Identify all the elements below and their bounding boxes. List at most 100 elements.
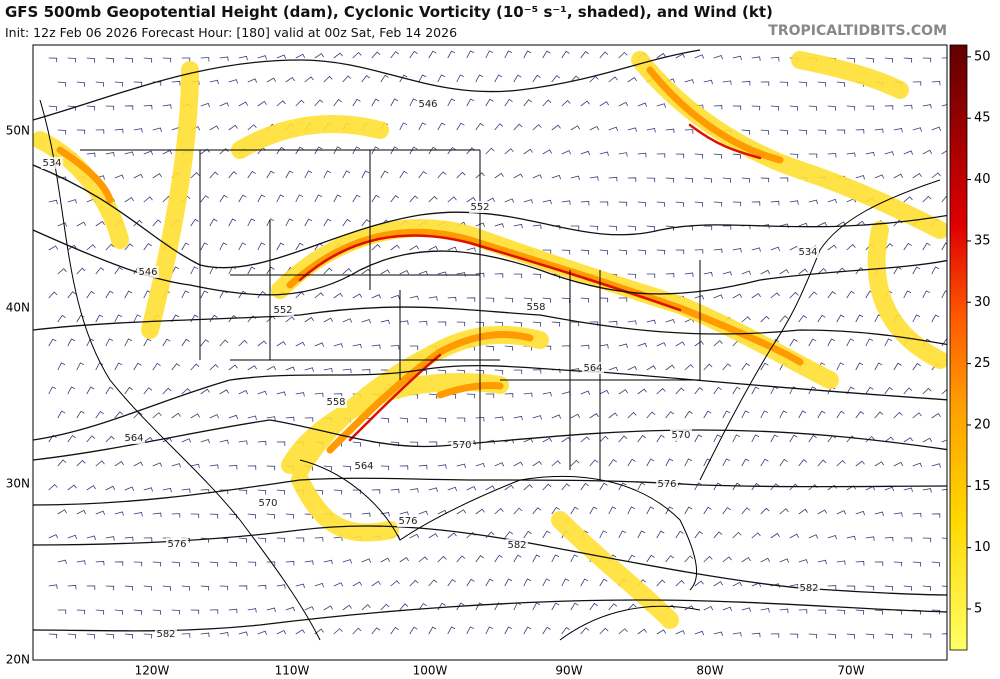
wind-barb [589,413,599,419]
wind-barb [637,628,647,635]
wind-barb [48,105,58,111]
wind-barb [513,173,524,179]
wind-barb [143,290,152,299]
wind-barb [665,458,674,467]
wind-barb [276,489,286,495]
wind-barb [447,50,456,59]
wind-barb [266,266,275,275]
wind-barb [855,220,865,227]
wind-barb [504,297,514,303]
wind-barb [542,530,551,539]
wind-barb [48,291,58,299]
wind-barb [114,411,124,419]
wind-barb [551,321,561,327]
wind-barb [494,273,504,278]
wind-barb [247,365,257,371]
wind-barb [57,609,67,614]
wind-barb [257,290,266,299]
wind-barb [694,531,703,539]
wind-barb [627,225,637,231]
wind-barb [48,57,58,63]
wind-barb [542,199,552,205]
wind-barb [599,389,610,395]
wind-barb [200,632,210,638]
wind-barb [827,153,837,158]
wind-barb [276,441,286,446]
wind-barb [257,630,268,636]
wind-barb [314,582,324,588]
wind-barb [247,266,256,275]
wind-barb [95,220,105,227]
wind-barb [561,578,570,587]
wind-barb [770,56,780,62]
wind-barb [238,585,248,590]
wind-barb [684,364,694,371]
wind-barb [618,152,628,157]
wind-barb [143,338,152,347]
contour-label-bg [582,362,604,374]
wind-barb [295,392,305,397]
wind-barb [200,339,210,347]
wind-barb [162,104,172,109]
contour-label: 570 [452,440,471,451]
wind-barb [171,609,181,615]
wind-barb [342,604,352,611]
wind-barb [893,173,904,179]
wind-barb [608,412,618,419]
wind-barb [542,437,553,443]
wind-barb [114,362,123,371]
wind-barb [285,513,295,519]
wind-barb [295,194,304,203]
wind-barb [295,53,306,59]
wind-barb [941,389,947,395]
wind-barb [95,560,105,566]
wind-barb [352,489,362,495]
contour-label-bg [272,304,294,316]
wind-barb [475,272,485,278]
lat-label: 30N [6,477,30,491]
colorbar-label: 25 [974,356,991,371]
wind-barb [599,482,608,491]
wind-barb [713,531,723,539]
wind-barb [171,561,181,567]
wind-barb [922,195,932,203]
wind-barb [580,436,590,443]
wind-barb [656,629,667,635]
wind-barb [513,461,524,467]
wind-barb [114,174,125,179]
wind-barb [561,200,571,205]
wind-barb [760,410,769,419]
wind-barb [893,127,903,133]
wind-barb [779,129,789,135]
wind-barb [361,75,371,83]
wind-barb [770,246,781,252]
contour-label-bg [469,201,491,213]
wind-barb [228,79,238,84]
wind-barb [523,50,532,59]
wind-barb [922,585,932,591]
wind-barb [789,291,799,299]
wind-barb [618,530,627,539]
wind-barb [352,441,362,447]
wind-barb [779,508,789,515]
wind-barb [846,338,855,347]
wind-barb [171,266,180,275]
wind-barb [618,297,628,302]
wind-barb [95,362,104,371]
wind-barb [57,314,66,323]
wind-barb [418,122,427,131]
wind-barb [618,101,629,107]
wind-barb [86,290,95,299]
wind-barb [694,249,704,254]
wind-barb [276,584,286,589]
wind-barb [627,365,638,371]
wind-barb [67,435,76,443]
wind-barb [409,345,419,350]
wind-barb [456,171,466,179]
wind-barb [751,201,761,206]
wind-barb [352,581,363,587]
wind-barb [627,458,636,467]
wind-barb [143,242,152,251]
wind-barb [808,633,818,639]
wind-barb [798,459,808,467]
